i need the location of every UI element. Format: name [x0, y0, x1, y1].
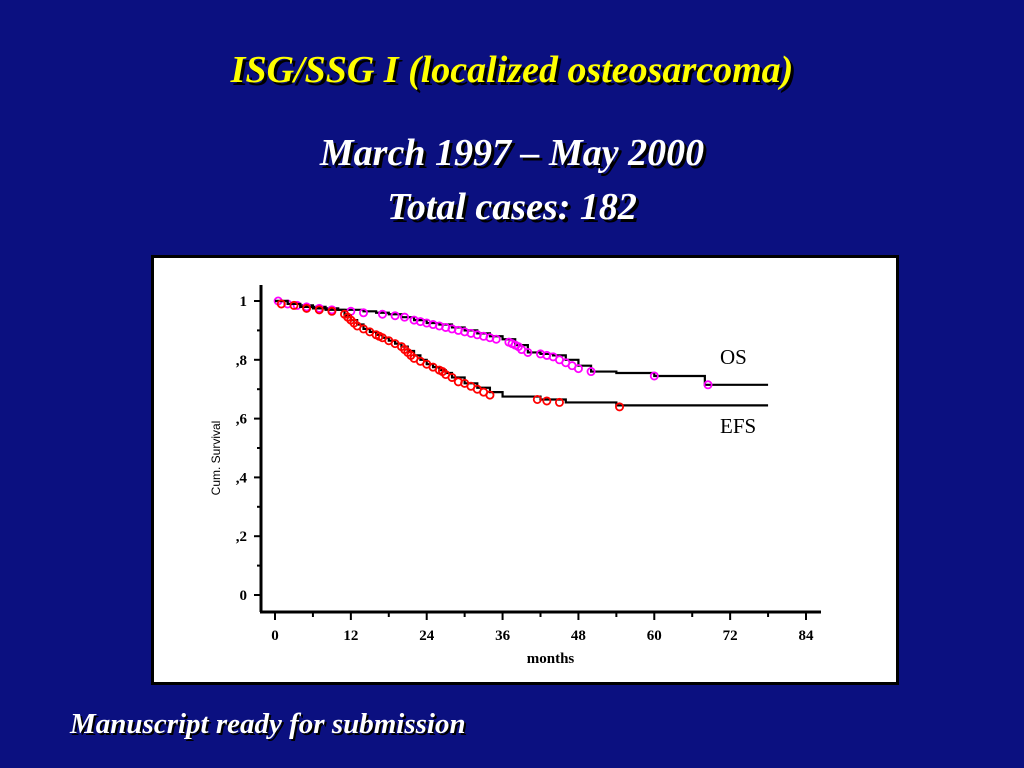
y-tick-label: 0 [240, 588, 248, 604]
y-tick-label: ,8 [236, 353, 247, 369]
efs-censor-mark [554, 397, 564, 407]
os-censor-mark [649, 371, 659, 381]
os-censor-mark [491, 334, 501, 344]
efs-censor-mark [542, 396, 552, 406]
subtitle-date-range: March 1997 – May 2000 [319, 132, 705, 174]
x-axis-label: months [527, 651, 575, 667]
efs-censor-mark [615, 402, 625, 412]
series-label-os: OS [720, 345, 747, 369]
x-tick-label: 0 [271, 628, 279, 644]
efs-censor-mark [485, 390, 495, 400]
slide-subtitle: March 1997 – May 2000 Total cases: 182 [0, 126, 1024, 234]
survival-chart-panel: 0 ,2 ,4 ,6 ,8 1 0 12 24 36 48 60 72 84 months Cum. Surv… [151, 255, 899, 685]
slide-footer-note: Manuscript ready for submission [70, 708, 466, 740]
x-tick-label: 84 [799, 628, 815, 644]
efs-censor-mark [532, 394, 542, 404]
y-tick-label: ,2 [236, 529, 247, 545]
survival-chart: 0 ,2 ,4 ,6 ,8 1 0 12 24 36 48 60 72 84 months Cum. Surv… [209, 285, 821, 667]
efs-censor-mark [289, 300, 299, 310]
series-os [273, 296, 769, 390]
x-tick-label: 12 [343, 628, 358, 644]
x-tick-label: 48 [571, 628, 586, 644]
y-axis-label: Cum. Survival [209, 421, 223, 496]
os-censor-mark [358, 308, 368, 318]
efs-censor-mark [327, 306, 337, 316]
y-tick-label: 1 [240, 294, 248, 310]
os-censor-mark [523, 347, 533, 357]
os-censor-mark [703, 380, 713, 390]
os-censor-mark [586, 367, 596, 377]
efs-censor-mark [302, 303, 312, 313]
x-tick-label: 60 [647, 628, 662, 644]
y-tick-label: ,6 [236, 412, 248, 428]
subtitle-total-cases: Total cases: 182 [387, 186, 637, 228]
x-tick-label: 36 [495, 628, 511, 644]
slide-title: ISG/SSG I (localized osteosarcoma) [230, 49, 794, 91]
y-tick-label: ,4 [236, 470, 248, 486]
efs-censor-mark [314, 305, 324, 315]
os-censor-mark [573, 364, 583, 374]
efs-censor-mark [276, 299, 286, 309]
series-efs [275, 299, 769, 412]
os-censor-mark [400, 312, 410, 322]
x-tick-label: 72 [723, 628, 738, 644]
x-tick-label: 24 [419, 628, 435, 644]
efs-censor-mark [447, 372, 457, 382]
os-censor-mark [390, 311, 400, 321]
os-censor-mark [377, 309, 387, 319]
series-label-efs: EFS [720, 414, 756, 438]
